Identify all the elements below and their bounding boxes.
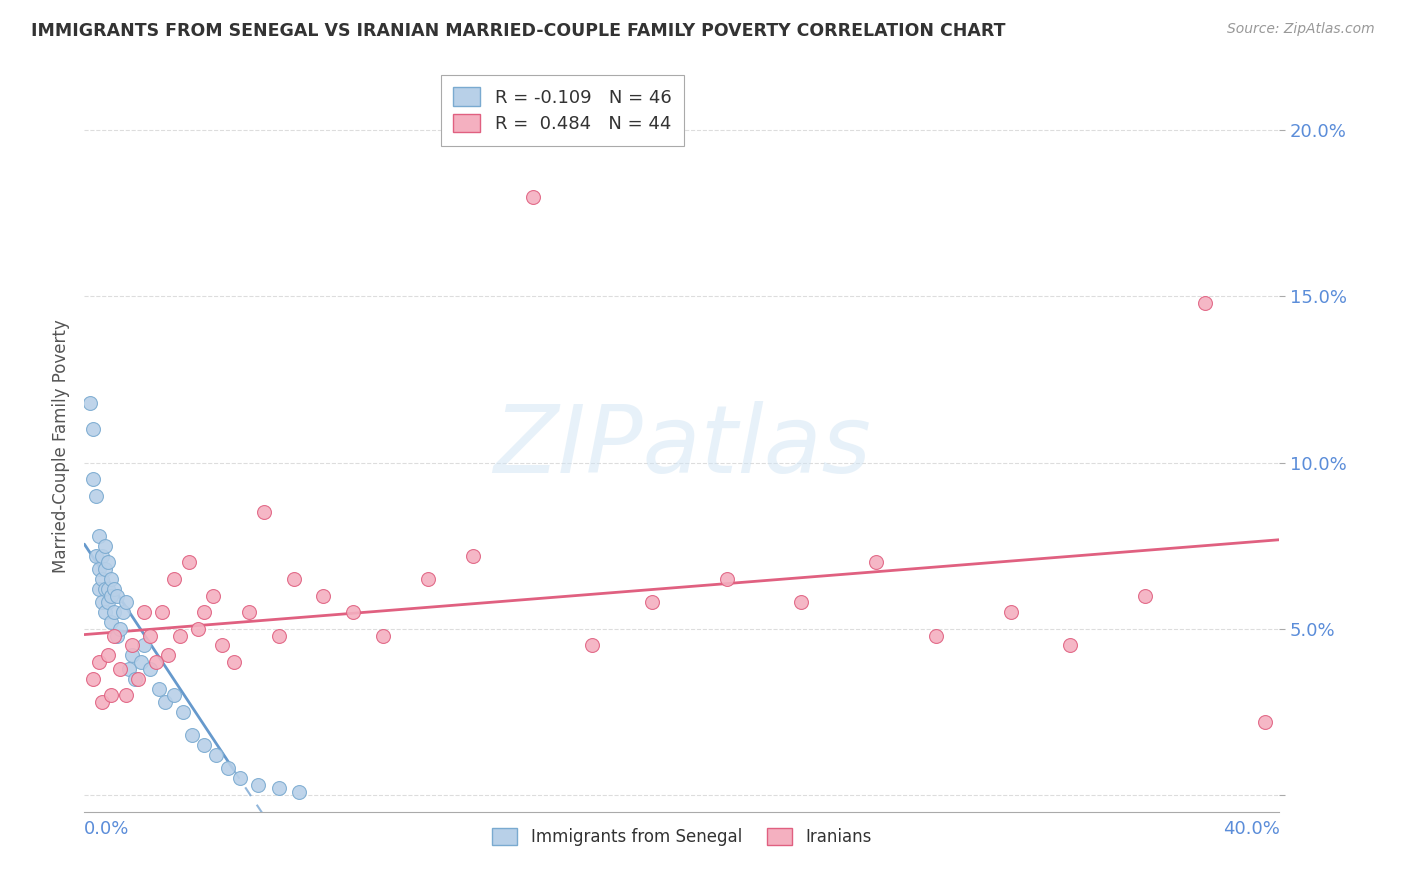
Point (1059, 639, 1081, 653)
Point (94, 605, 117, 619)
Point (103, 605, 125, 619)
Point (416, 572, 439, 586)
Point (121, 639, 143, 653)
Point (865, 555, 887, 569)
Point (110, 622, 132, 636)
Point (461, 549, 484, 563)
Point (82, 672, 104, 686)
Point (177, 555, 200, 569)
Point (157, 648, 180, 663)
Point (89, 582, 111, 596)
Point (97, 582, 120, 596)
Point (129, 655, 152, 669)
Point (716, 572, 738, 586)
Point (205, 748, 228, 763)
Point (228, 772, 252, 786)
Point (283, 572, 305, 586)
Point (169, 628, 191, 642)
Point (238, 605, 260, 619)
Point (172, 705, 194, 719)
Point (288, 785, 311, 799)
Point (312, 589, 335, 603)
Point (94, 539, 117, 553)
Point (373, 628, 395, 642)
Text: Source: ZipAtlas.com: Source: ZipAtlas.com (1227, 22, 1375, 37)
Point (641, 595, 664, 609)
Point (97, 555, 120, 569)
Point (82, 472, 104, 486)
Text: ZIPatlas: ZIPatlas (494, 401, 870, 491)
Point (217, 762, 239, 776)
Point (1000, 605, 1022, 619)
Point (163, 689, 186, 703)
Point (110, 662, 132, 676)
Point (522, 189, 544, 203)
Point (94, 582, 117, 596)
Y-axis label: Married-Couple Family Poverty: Married-Couple Family Poverty (52, 319, 70, 573)
Point (150, 605, 173, 619)
Point (1133, 589, 1156, 603)
Point (124, 672, 146, 686)
Point (148, 681, 170, 696)
Point (97, 595, 120, 609)
Point (100, 615, 122, 630)
Point (181, 728, 204, 742)
Text: IMMIGRANTS FROM SENEGAL VS IRANIAN MARRIED-COUPLE FAMILY POVERTY CORRELATION CHA: IMMIGRANTS FROM SENEGAL VS IRANIAN MARRI… (31, 22, 1005, 40)
Point (89, 529, 111, 543)
Point (103, 628, 125, 642)
Point (139, 662, 162, 676)
Point (121, 648, 143, 663)
Point (105, 628, 128, 642)
Point (91, 695, 114, 709)
Text: 40.0%: 40.0% (1223, 820, 1279, 838)
Point (91, 549, 114, 563)
Point (193, 738, 215, 752)
Point (89, 562, 111, 576)
Point (139, 628, 162, 642)
Point (86, 489, 108, 503)
Point (103, 582, 125, 596)
Point (82, 422, 104, 436)
Point (118, 662, 141, 676)
Point (86, 549, 108, 563)
Point (211, 639, 233, 653)
Point (201, 589, 224, 603)
Point (97, 648, 120, 663)
Point (163, 572, 186, 586)
Point (115, 595, 138, 609)
Point (1253, 714, 1275, 729)
Point (253, 506, 276, 520)
Point (100, 589, 122, 603)
Point (790, 595, 813, 609)
Point (193, 605, 215, 619)
Legend: Immigrants from Senegal, Iranians: Immigrants from Senegal, Iranians (484, 820, 880, 855)
Point (105, 589, 128, 603)
Point (925, 628, 948, 642)
Point (91, 572, 114, 586)
Point (94, 562, 117, 576)
Point (153, 695, 176, 709)
Point (222, 655, 245, 669)
Point (267, 628, 290, 642)
Point (127, 672, 149, 686)
Point (112, 605, 135, 619)
Point (581, 639, 603, 653)
Point (132, 639, 156, 653)
Point (115, 689, 138, 703)
Point (100, 572, 122, 586)
Point (267, 781, 290, 796)
Point (100, 689, 122, 703)
Point (145, 655, 167, 669)
Point (91, 595, 114, 609)
Point (132, 605, 156, 619)
Point (342, 605, 364, 619)
Point (79, 396, 101, 410)
Point (1194, 296, 1216, 310)
Point (89, 655, 111, 669)
Point (246, 778, 269, 792)
Text: 0.0%: 0.0% (84, 820, 129, 838)
Point (187, 622, 209, 636)
